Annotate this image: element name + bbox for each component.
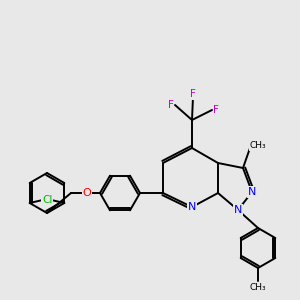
Text: CH₃: CH₃ [250, 283, 266, 292]
Text: F: F [168, 100, 174, 110]
Text: F: F [213, 105, 219, 115]
Text: F: F [190, 89, 196, 99]
Text: Cl: Cl [42, 195, 52, 205]
Text: Cl: Cl [41, 195, 52, 205]
Text: CH₃: CH₃ [250, 142, 266, 151]
Text: N: N [248, 187, 256, 197]
Text: N: N [188, 202, 196, 212]
Text: N: N [234, 205, 242, 215]
Text: O: O [82, 188, 91, 198]
